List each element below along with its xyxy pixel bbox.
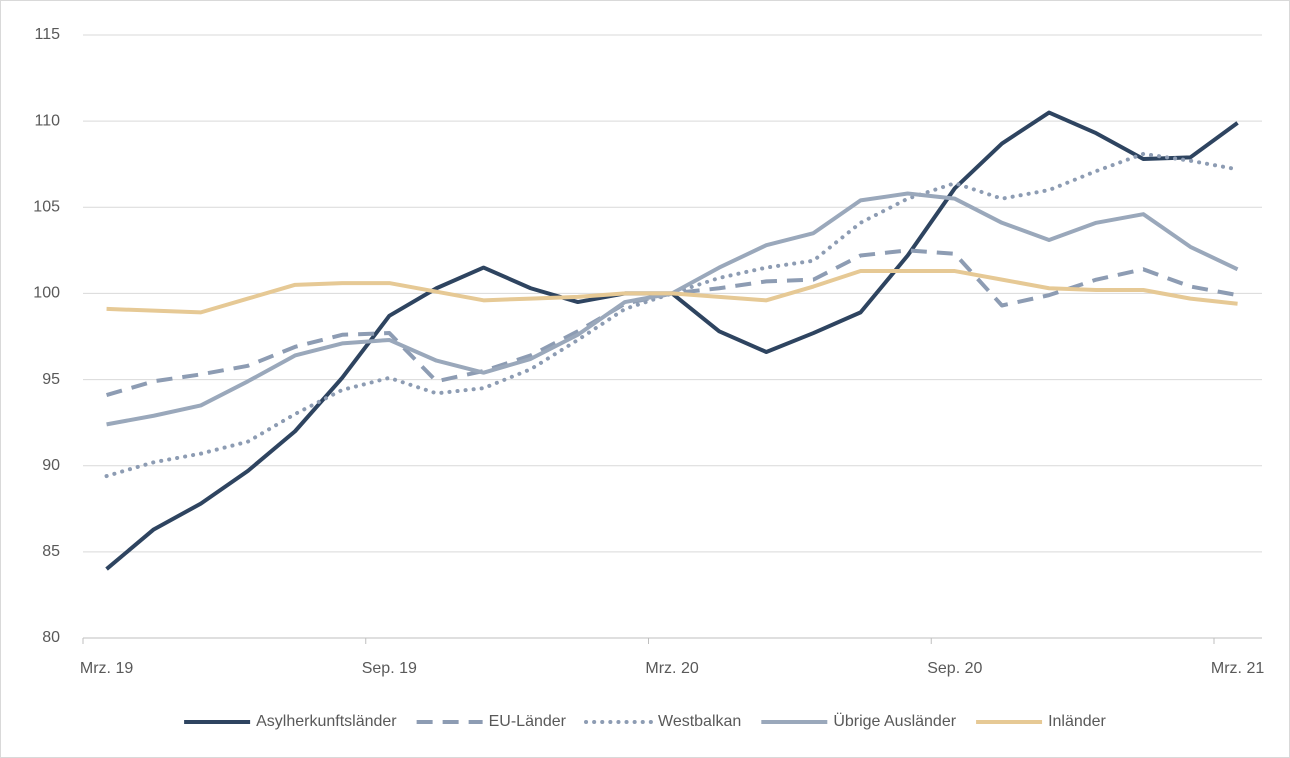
y-tick-label: 95	[42, 371, 60, 388]
y-tick-label: 105	[33, 199, 60, 216]
x-tick-label: Sep. 20	[927, 660, 982, 677]
legend-label: Übrige Ausländer	[833, 712, 956, 730]
series-line	[106, 269, 1238, 315]
x-tick-label: Sep. 19	[362, 660, 417, 677]
x-tick-label: Mrz. 19	[80, 660, 133, 677]
x-tick-label: Mrz. 20	[645, 660, 698, 677]
y-tick-label: 90	[42, 457, 60, 474]
y-tick-label: 110	[34, 112, 60, 129]
legend-label: Asylherkunftsländer	[256, 713, 397, 730]
legend-label: Westbalkan	[658, 713, 741, 730]
y-tick-label: 85	[42, 543, 60, 560]
x-tick-label: Mrz. 21	[1211, 660, 1264, 677]
legend-label: EU-Länder	[489, 713, 567, 730]
legend-label: Inländer	[1048, 713, 1106, 730]
y-tick-label: 80	[42, 629, 60, 646]
y-tick-label: 100	[33, 285, 60, 302]
y-tick-label: 115	[34, 26, 60, 43]
